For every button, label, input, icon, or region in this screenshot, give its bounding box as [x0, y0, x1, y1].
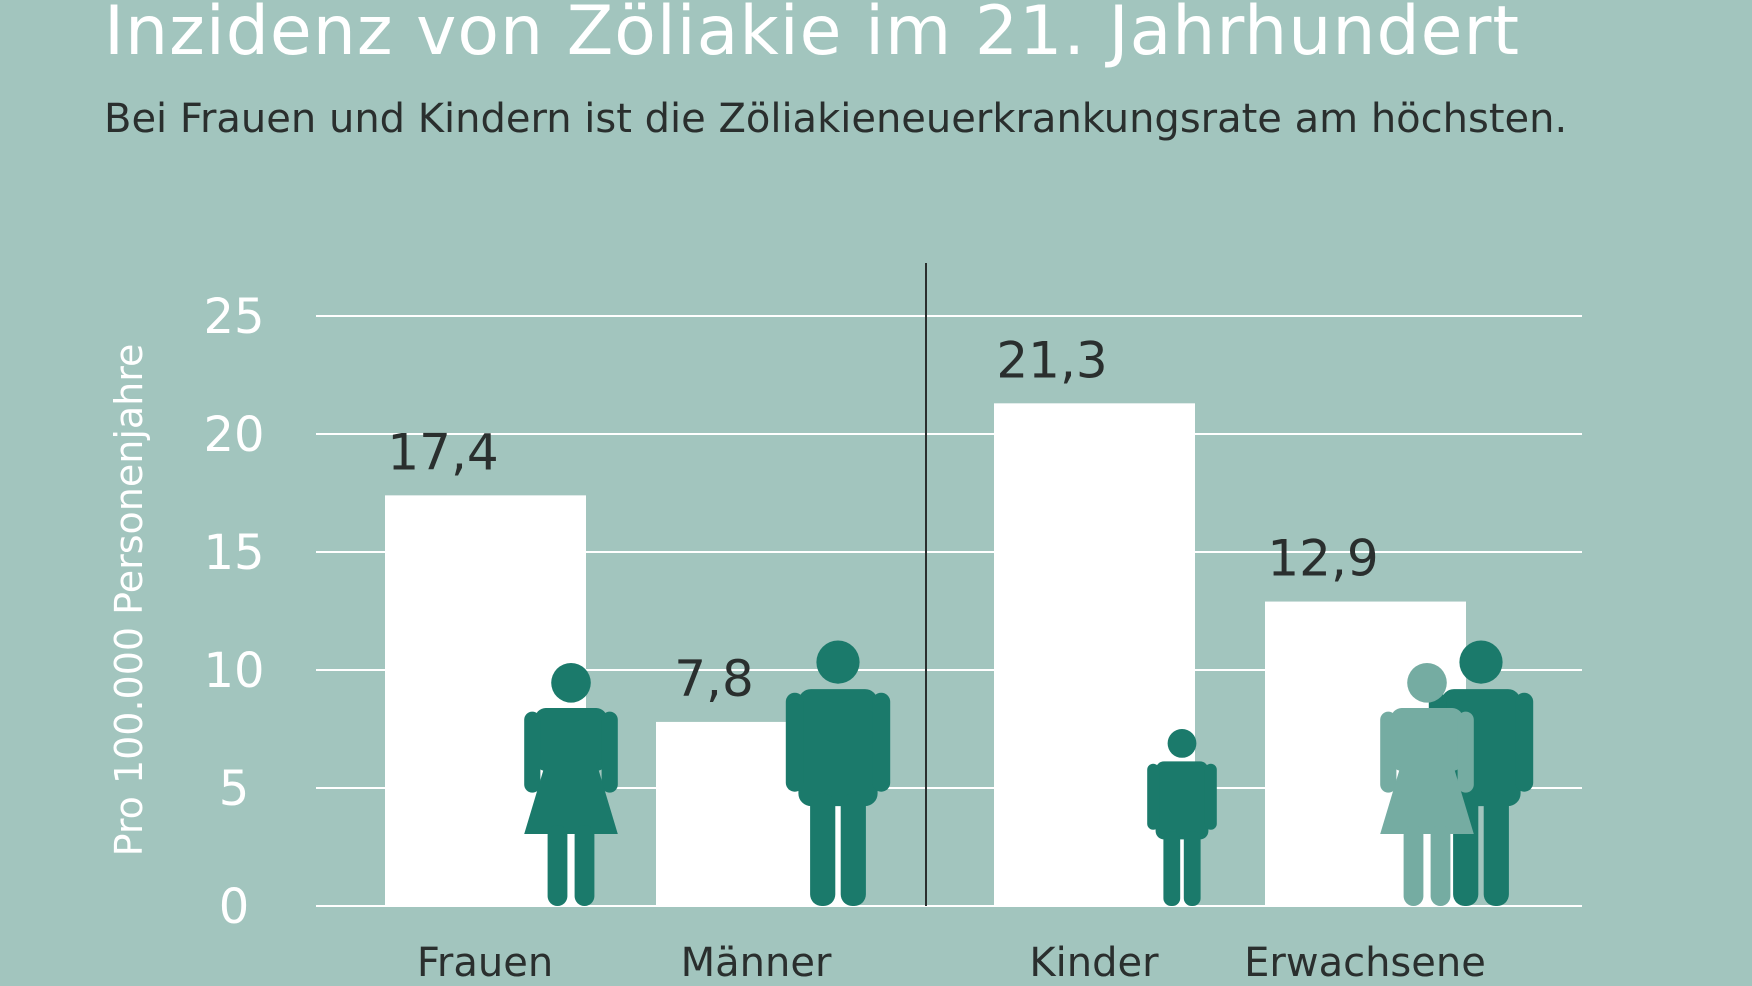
y-axis-ticks: 0 5 10 15 20 25	[203, 289, 264, 935]
category-label: Erwachsene	[1244, 940, 1486, 986]
value-label: 17,4	[387, 423, 498, 481]
y-tick-label: 5	[219, 761, 250, 817]
value-label: 21,3	[996, 331, 1107, 389]
y-tick-label: 20	[203, 407, 264, 463]
category-label: Frauen	[417, 940, 553, 986]
value-label: 12,9	[1267, 530, 1378, 588]
person-icons	[524, 640, 1534, 906]
child-icon	[1147, 729, 1217, 906]
category-labels: Frauen Männer Kinder Erwachsene	[417, 940, 1486, 986]
value-labels: 17,4 7,8 21,3 12,9	[387, 331, 1378, 708]
man-icon	[785, 640, 891, 906]
category-label: Männer	[681, 940, 832, 986]
y-tick-label: 10	[203, 643, 264, 699]
category-label: Kinder	[1029, 940, 1159, 986]
value-label: 7,8	[674, 650, 754, 708]
y-tick-label: 0	[219, 879, 250, 935]
y-axis-title: Pro 100.000 Personenjahre	[107, 344, 151, 857]
chart-subtitle: Bei Frauen und Kindern ist die Zöliakien…	[104, 96, 1568, 142]
chart-title: Inzidenz von Zöliakie im 21. Jahrhundert	[104, 0, 1521, 71]
woman-icon	[524, 663, 618, 906]
y-tick-label: 15	[203, 525, 264, 581]
woman-icon	[1380, 663, 1474, 906]
y-tick-label: 25	[203, 289, 264, 345]
